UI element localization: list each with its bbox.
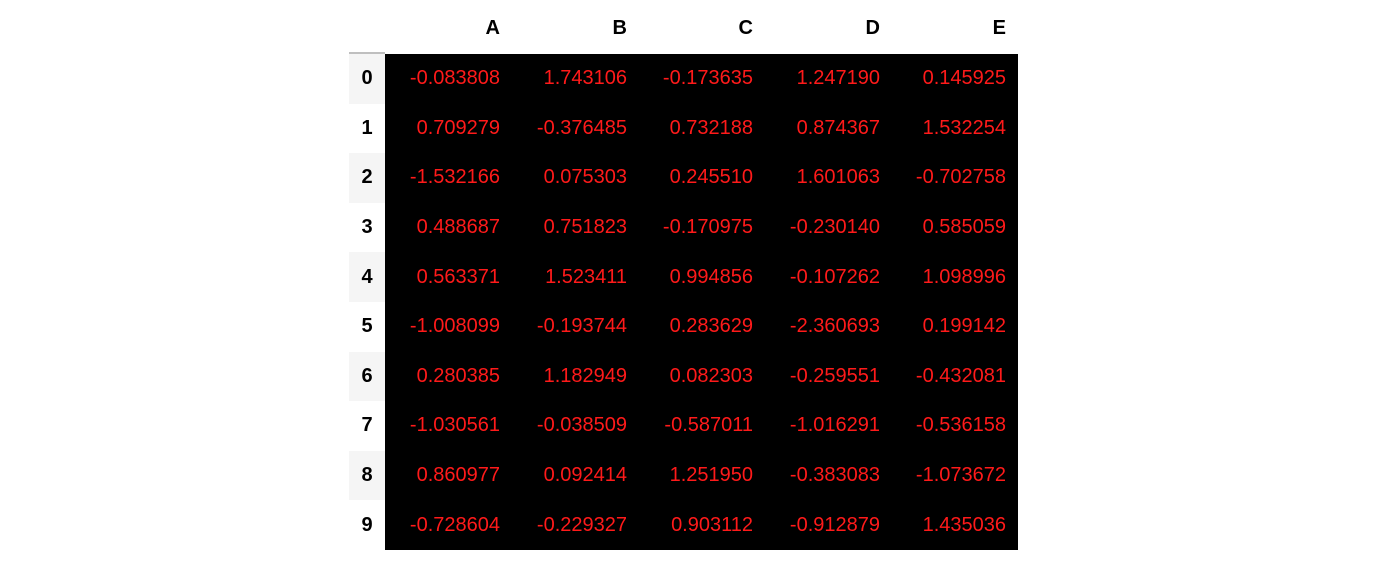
table-cell: 0.709279 (385, 104, 512, 154)
table-cell: -0.107262 (765, 252, 892, 302)
row-index-label: 5 (349, 302, 385, 352)
table-cell: 1.251950 (639, 451, 765, 501)
table-row: 3 0.488687 0.751823 -0.170975 -0.230140 0.585… (349, 203, 1018, 253)
table-cell: 1.743106 (512, 53, 639, 104)
table-cell: -1.016291 (765, 401, 892, 451)
table-cell: -0.170975 (639, 203, 765, 253)
row-index-label: 4 (349, 252, 385, 302)
table-row: 2 -1.532166 0.075303 0.245510 1.601063 -0.702… (349, 153, 1018, 203)
table-cell: 0.903112 (639, 500, 765, 550)
table-cell: 1.523411 (512, 252, 639, 302)
table-cell: 0.585059 (892, 203, 1018, 253)
table-cell: -0.173635 (639, 53, 765, 104)
table-cell: -1.008099 (385, 302, 512, 352)
table-cell: -2.360693 (765, 302, 892, 352)
column-header-a: A (385, 4, 512, 53)
table-cell: 0.732188 (639, 104, 765, 154)
table-cell: -0.083808 (385, 53, 512, 104)
table-row: 5 -1.008099 -0.193744 0.283629 -2.360693 0.19… (349, 302, 1018, 352)
dataframe-table-container: A B C D E 0 -0.083808 1.743106 -0.173635 1.2… (349, 4, 1018, 550)
column-header-b: B (512, 4, 639, 53)
column-header-e: E (892, 4, 1018, 53)
table-cell: 1.532254 (892, 104, 1018, 154)
index-header-corner (349, 4, 385, 53)
table-cell: 0.082303 (639, 352, 765, 402)
table-cell: -1.073672 (892, 451, 1018, 501)
table-cell: 0.280385 (385, 352, 512, 402)
table-body: 0 -0.083808 1.743106 -0.173635 1.247190 0.145… (349, 53, 1018, 550)
table-cell: -1.532166 (385, 153, 512, 203)
table-cell: -0.587011 (639, 401, 765, 451)
table-cell: 0.994856 (639, 252, 765, 302)
table-row: 1 0.709279 -0.376485 0.732188 0.874367 1.5322… (349, 104, 1018, 154)
table-cell: 1.435036 (892, 500, 1018, 550)
table-cell: -0.536158 (892, 401, 1018, 451)
row-index-label: 2 (349, 153, 385, 203)
table-header: A B C D E (349, 4, 1018, 53)
table-cell: 0.860977 (385, 451, 512, 501)
table-cell: 1.098996 (892, 252, 1018, 302)
table-row: 8 0.860977 0.092414 1.251950 -0.383083 -1.073… (349, 451, 1018, 501)
table-cell: -0.193744 (512, 302, 639, 352)
table-cell: -0.259551 (765, 352, 892, 402)
table-cell: -0.702758 (892, 153, 1018, 203)
table-row: 9 -0.728604 -0.229327 0.903112 -0.912879 1.43… (349, 500, 1018, 550)
table-cell: -0.728604 (385, 500, 512, 550)
table-row: 4 0.563371 1.523411 0.994856 -0.107262 1.0989… (349, 252, 1018, 302)
column-header-c: C (639, 4, 765, 53)
table-cell: 0.563371 (385, 252, 512, 302)
table-cell: 0.283629 (639, 302, 765, 352)
row-index-label: 9 (349, 500, 385, 550)
table-cell: -0.038509 (512, 401, 639, 451)
table-cell: 0.488687 (385, 203, 512, 253)
table-cell: 1.247190 (765, 53, 892, 104)
table-row: 6 0.280385 1.182949 0.082303 -0.259551 -0.432… (349, 352, 1018, 402)
column-header-d: D (765, 4, 892, 53)
table-cell: -0.229327 (512, 500, 639, 550)
dataframe-table: A B C D E 0 -0.083808 1.743106 -0.173635 1.2… (349, 4, 1018, 550)
row-index-label: 3 (349, 203, 385, 253)
table-cell: 0.245510 (639, 153, 765, 203)
row-index-label: 8 (349, 451, 385, 501)
table-cell: -0.230140 (765, 203, 892, 253)
row-index-label: 6 (349, 352, 385, 402)
table-cell: 0.092414 (512, 451, 639, 501)
table-cell: -0.383083 (765, 451, 892, 501)
table-row: 7 -1.030561 -0.038509 -0.587011 -1.016291 -0.… (349, 401, 1018, 451)
table-row: 0 -0.083808 1.743106 -0.173635 1.247190 0.145… (349, 53, 1018, 104)
header-row: A B C D E (349, 4, 1018, 53)
table-cell: -0.432081 (892, 352, 1018, 402)
table-cell: 0.874367 (765, 104, 892, 154)
row-index-label: 7 (349, 401, 385, 451)
table-cell: 0.751823 (512, 203, 639, 253)
table-cell: -0.912879 (765, 500, 892, 550)
table-cell: -0.376485 (512, 104, 639, 154)
table-cell: 0.075303 (512, 153, 639, 203)
table-cell: 1.601063 (765, 153, 892, 203)
table-cell: 1.182949 (512, 352, 639, 402)
table-cell: -1.030561 (385, 401, 512, 451)
table-cell: 0.145925 (892, 53, 1018, 104)
row-index-label: 1 (349, 104, 385, 154)
table-cell: 0.199142 (892, 302, 1018, 352)
row-index-label: 0 (349, 53, 385, 104)
